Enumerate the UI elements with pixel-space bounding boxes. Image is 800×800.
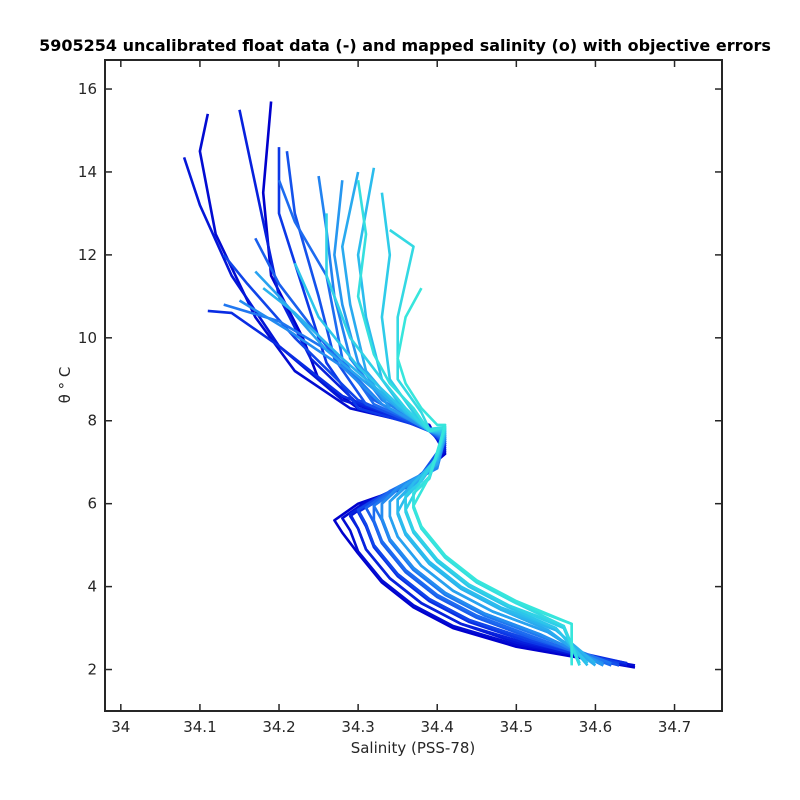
y-tick-label: 10	[78, 329, 97, 347]
chart-title: 5905254 uncalibrated float data (-) and …	[39, 36, 771, 55]
x-tick-label: 34	[111, 718, 130, 736]
series-layer	[182, 101, 636, 669]
x-tick-label: 34.2	[262, 718, 295, 736]
x-tick-label: 34.1	[183, 718, 216, 736]
axes-box	[104, 59, 723, 712]
profile-line	[277, 179, 612, 667]
x-axis-label: Salinity (PSS-78)	[351, 739, 476, 757]
profile-line	[254, 270, 597, 665]
y-tick-label: 12	[78, 246, 97, 264]
profile-line	[262, 287, 597, 665]
profile-line	[238, 299, 604, 665]
x-tick-label: 34.7	[658, 718, 691, 736]
y-tick-label: 8	[87, 412, 97, 430]
x-ticks: 34 34.1 34.2 34.3 34.4 34.5 34.6 34.7	[111, 60, 691, 736]
profile-line	[325, 213, 581, 664]
y-tick-label: 6	[87, 495, 97, 513]
y-tick-label: 2	[87, 661, 97, 679]
x-tick-label: 34.4	[421, 718, 454, 736]
profile-line	[223, 303, 612, 665]
y-axis-label: θ ° C	[56, 367, 74, 404]
y-tick-label: 16	[78, 80, 97, 98]
profile-line	[222, 254, 620, 665]
profile-line	[396, 287, 574, 666]
y-tick-label: 14	[78, 163, 97, 181]
y-ticks: 2 4 6 8 10 12 14 16	[78, 80, 722, 679]
plot-area	[105, 60, 722, 711]
x-tick-label: 34.6	[579, 718, 612, 736]
y-tick-label: 4	[87, 578, 97, 596]
x-tick-label: 34.3	[341, 718, 374, 736]
x-tick-label: 34.5	[500, 718, 533, 736]
